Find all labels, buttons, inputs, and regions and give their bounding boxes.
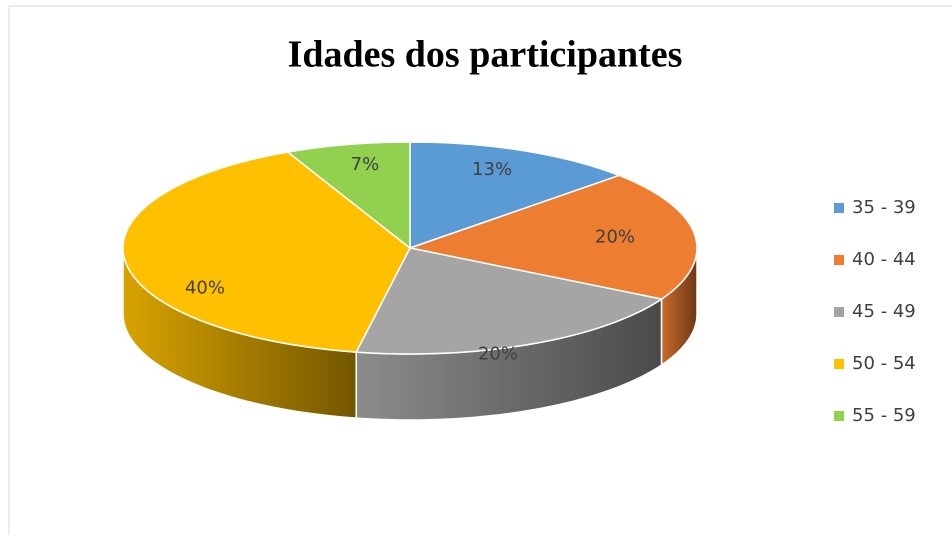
slice <box>286 141 411 250</box>
legend-swatch <box>834 411 844 421</box>
legend-label: 40 - 44 <box>852 249 916 270</box>
legend-label: 35 - 39 <box>852 197 916 218</box>
chart-title: Idades dos participantes <box>288 34 683 76</box>
slice <box>355 247 664 355</box>
legend-swatch <box>834 255 844 265</box>
data-label: 40% <box>185 278 225 299</box>
slice <box>122 151 411 353</box>
legend-label: 55 - 59 <box>852 405 916 426</box>
slice <box>407 174 698 300</box>
legend-swatch <box>834 203 844 213</box>
data-label: 7% <box>351 154 380 175</box>
data-label: 20% <box>478 344 518 365</box>
legend-label: 45 - 49 <box>852 301 916 322</box>
legend-swatch <box>834 359 844 369</box>
slice <box>409 141 622 250</box>
data-label: 20% <box>595 226 635 247</box>
legend-label: 50 - 54 <box>852 353 916 374</box>
legend-swatch <box>834 307 844 317</box>
data-label: 13% <box>472 159 512 180</box>
